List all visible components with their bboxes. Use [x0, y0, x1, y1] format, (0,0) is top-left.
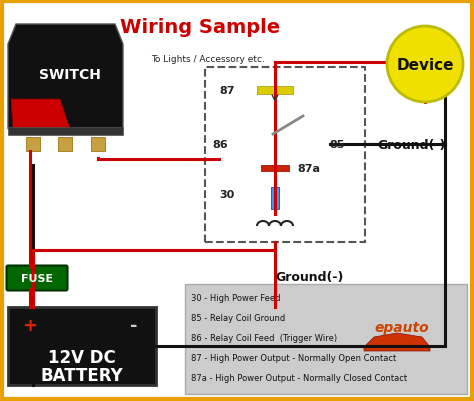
Bar	[205, 68, 365, 242]
Text: Ground(-): Ground(-)	[377, 138, 446, 151]
Text: 87a - High Power Output - Normally Closed Contact: 87a - High Power Output - Normally Close…	[191, 374, 407, 383]
Polygon shape	[364, 333, 430, 351]
Text: 87: 87	[219, 86, 235, 96]
Text: epauto: epauto	[374, 320, 429, 334]
Bar	[271, 188, 279, 209]
Bar	[8, 128, 123, 136]
FancyBboxPatch shape	[7, 266, 67, 291]
Bar	[91, 138, 105, 152]
Text: Wiring Sample: Wiring Sample	[120, 18, 280, 37]
Text: Ground(-): Ground(-)	[276, 271, 344, 284]
Bar	[257, 87, 293, 95]
Text: 86: 86	[212, 140, 228, 150]
Bar	[261, 166, 289, 172]
Text: 85 - Relay Coil Ground: 85 - Relay Coil Ground	[191, 314, 285, 323]
Bar	[8, 307, 156, 385]
Bar	[58, 138, 72, 152]
Text: To Lights / Accessory etc.: To Lights / Accessory etc.	[151, 55, 265, 64]
Bar	[185, 284, 467, 394]
Polygon shape	[11, 100, 70, 130]
Text: Device: Device	[396, 57, 454, 72]
Text: BATTERY: BATTERY	[41, 366, 123, 384]
Text: 85: 85	[329, 140, 345, 150]
Text: 86 - Relay Coil Feed  (Trigger Wire): 86 - Relay Coil Feed (Trigger Wire)	[191, 334, 337, 342]
Bar	[26, 138, 40, 152]
Text: 87 - High Power Output - Normally Open Contact: 87 - High Power Output - Normally Open C…	[191, 354, 396, 363]
Text: +: +	[22, 316, 37, 334]
Text: 12V DC: 12V DC	[48, 348, 116, 366]
Text: 30: 30	[219, 190, 235, 200]
Polygon shape	[8, 25, 123, 130]
Text: 30 - High Power Feed: 30 - High Power Feed	[191, 294, 281, 303]
Text: 87a: 87a	[297, 164, 320, 174]
Text: FUSE: FUSE	[21, 273, 53, 283]
Text: SWITCH: SWITCH	[39, 68, 101, 82]
Circle shape	[387, 27, 463, 103]
Text: -: -	[130, 316, 138, 334]
